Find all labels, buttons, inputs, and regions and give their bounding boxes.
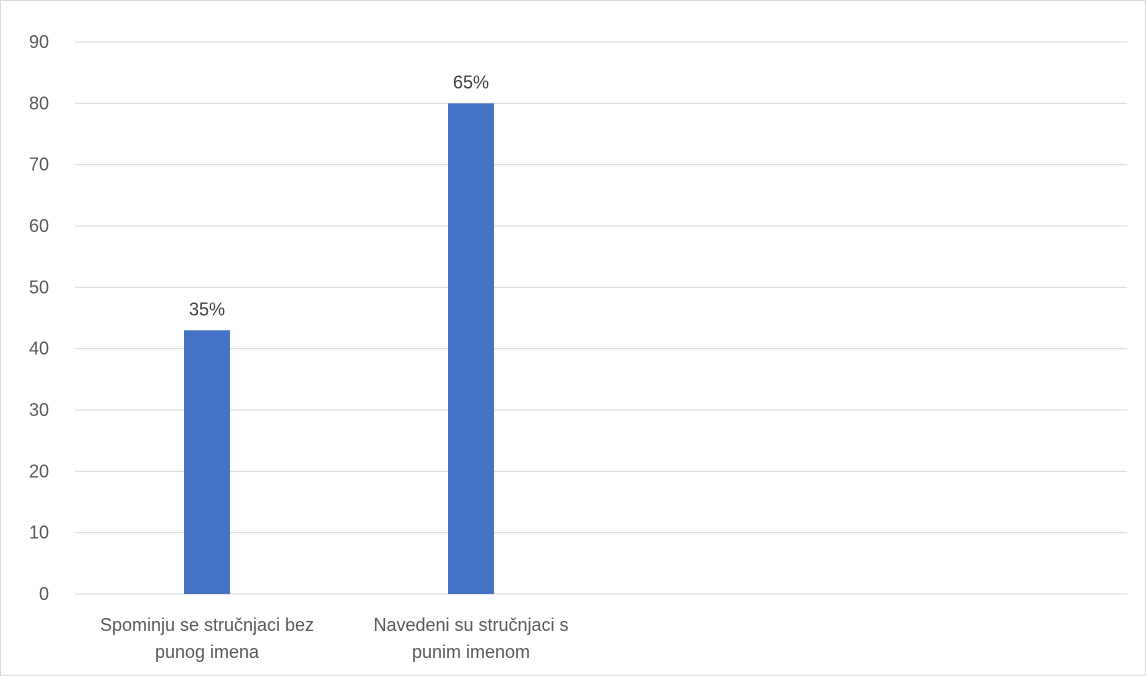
y-tick-label: 40 bbox=[29, 339, 49, 359]
data-label: 65% bbox=[453, 72, 489, 92]
x-category-label: punog imena bbox=[155, 642, 260, 662]
y-tick-label: 70 bbox=[29, 155, 49, 175]
y-axis-tick-labels: 0 10 20 30 40 50 60 70 80 90 bbox=[29, 32, 49, 604]
y-tick-label: 60 bbox=[29, 216, 49, 236]
y-tick-label: 10 bbox=[29, 523, 49, 543]
y-tick-label: 0 bbox=[39, 584, 49, 604]
y-tick-label: 50 bbox=[29, 277, 49, 297]
data-label: 35% bbox=[189, 299, 225, 319]
x-axis-category-labels: Spominju se stručnjaci bez punog imena Nav… bbox=[100, 615, 569, 662]
bar bbox=[448, 103, 494, 594]
y-tick-label: 20 bbox=[29, 461, 49, 481]
x-category-label: punim imenom bbox=[412, 642, 530, 662]
y-tick-label: 30 bbox=[29, 400, 49, 420]
bars bbox=[184, 103, 494, 594]
x-category-label: Navedeni su stručnjaci s bbox=[373, 615, 568, 635]
gridlines bbox=[75, 41, 1127, 595]
x-category-label: Spominju se stručnjaci bez bbox=[100, 615, 314, 635]
data-labels: 35% 65% bbox=[189, 72, 489, 319]
bar bbox=[184, 330, 230, 594]
y-tick-label: 90 bbox=[29, 32, 49, 52]
y-tick-label: 80 bbox=[29, 93, 49, 113]
